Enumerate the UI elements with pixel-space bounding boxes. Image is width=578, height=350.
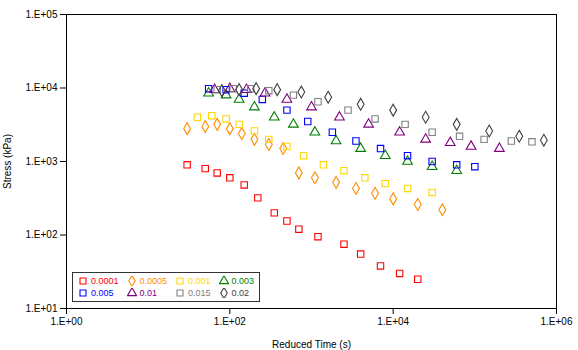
- html-text:0.01: 0.01: [139, 288, 158, 298]
- html-text:0.02: 0.02: [231, 288, 250, 298]
- svg-text:1.E+02: 1.E+02: [214, 316, 246, 327]
- html-text:0.0005: 0.0005: [139, 276, 168, 286]
- svg-text:1.E+00: 1.E+00: [51, 316, 83, 327]
- svg-text:1.E+04: 1.E+04: [377, 316, 409, 327]
- svg-text:1.E+01: 1.E+01: [26, 303, 58, 314]
- svg-text:1.E+06: 1.E+06: [541, 316, 573, 327]
- html-text:0.003: 0.003: [231, 276, 255, 286]
- html-text:0.005: 0.005: [91, 288, 114, 298]
- svg-text:1.E+03: 1.E+03: [26, 156, 58, 167]
- html-text:0.001: 0.001: [188, 276, 211, 286]
- html-text:0.0001: 0.0001: [91, 276, 119, 286]
- svg-text:1.E+02: 1.E+02: [26, 229, 58, 240]
- svg-text:1.E+04: 1.E+04: [26, 82, 58, 93]
- html-text:0.015: 0.015: [188, 288, 211, 298]
- svg-text:Reduced Time (s): Reduced Time (s): [272, 339, 351, 350]
- svg-text:Stress (kPa): Stress (kPa): [2, 134, 13, 189]
- svg-text:1.E+05: 1.E+05: [26, 9, 58, 20]
